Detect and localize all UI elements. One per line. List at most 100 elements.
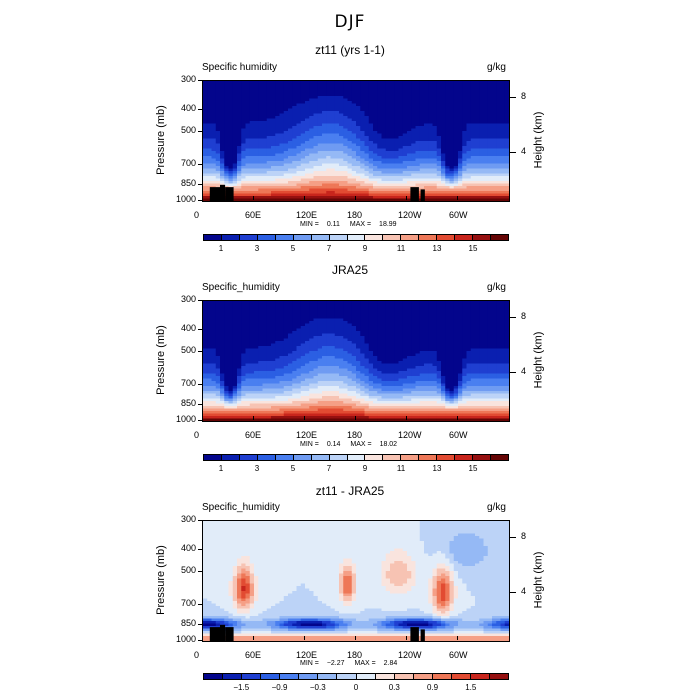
heatmap-cell [351, 88, 357, 92]
heatmap-cell [326, 83, 332, 87]
heatmap-cell [504, 188, 509, 192]
heatmap-cell [360, 188, 366, 192]
heatmap-cell [453, 351, 459, 355]
heatmap-cell [407, 351, 412, 355]
heatmap-cell [470, 108, 476, 112]
heatmap-cell [300, 93, 306, 97]
heatmap-cell [449, 168, 455, 172]
heatmap-cell [432, 316, 438, 320]
heatmap-cell [271, 328, 276, 332]
heatmap-cell [487, 186, 493, 190]
heatmap-cell [428, 191, 434, 195]
heatmap-cell [347, 161, 353, 165]
heatmap-cell [424, 331, 429, 335]
heatmap-cell [445, 143, 451, 147]
heatmap-cell [364, 166, 370, 170]
heatmap-cell [364, 106, 370, 110]
heatmap-cell [351, 111, 357, 115]
heatmap-cell [224, 136, 230, 140]
heatmap-cell [339, 143, 344, 147]
heatmap-cell [381, 311, 387, 315]
heatmap-cell [322, 311, 327, 315]
heatmap-cell [220, 181, 225, 185]
heatmap-cell [203, 183, 208, 187]
heatmap-cell [381, 136, 387, 140]
heatmap-cell [402, 191, 408, 195]
heatmap-cell [343, 183, 349, 187]
heatmap-cell [317, 96, 323, 100]
heatmap-cell [207, 323, 213, 327]
heatmap-cell [428, 148, 434, 152]
heatmap-cell [428, 321, 434, 325]
heatmap-cell [504, 106, 509, 110]
heatmap-cell [390, 196, 395, 200]
heatmap-cell [207, 301, 213, 305]
heatmap-cell [377, 131, 383, 135]
heatmap-cell [343, 178, 349, 182]
heatmap-cell [385, 171, 391, 175]
heatmap-cell [424, 341, 429, 345]
heatmap-cell [275, 141, 281, 145]
heatmap-cell [228, 326, 234, 330]
heatmap-cell [317, 131, 323, 135]
heatmap-cell [424, 113, 429, 117]
heatmap-cell [300, 176, 306, 180]
heatmap-cell [458, 341, 463, 345]
heatmap-cell [483, 111, 489, 115]
heatmap-cell [470, 96, 476, 100]
heatmap-cell [487, 163, 493, 167]
heatmap-cell [241, 333, 247, 337]
heatmap-cell [334, 178, 340, 182]
heatmap-cell [343, 96, 349, 100]
heatmap-cell [254, 303, 259, 307]
heatmap-cell [492, 318, 497, 322]
heatmap-cell [373, 316, 378, 320]
heatmap-cell [322, 158, 327, 162]
heatmap-cell [449, 153, 455, 157]
heatmap-cell [368, 81, 374, 85]
heatmap-cell [441, 146, 446, 150]
heatmap-cell [368, 171, 374, 175]
heatmap-cell [483, 103, 489, 107]
heatmap-cell [453, 88, 459, 92]
heatmap-cell [475, 108, 480, 112]
heatmap-cell [271, 186, 276, 190]
heatmap-cell [266, 161, 272, 165]
heatmap-cell [313, 348, 319, 352]
heatmap-cell [466, 111, 472, 115]
heatmap-cell [232, 333, 238, 337]
heatmap-cell [356, 193, 361, 197]
heatmap-cell [487, 143, 493, 147]
heatmap-cell [330, 126, 336, 130]
heatmap-cell [492, 86, 497, 90]
heatmap-cell [407, 131, 412, 135]
heatmap-cell [317, 133, 323, 137]
colorbar [203, 234, 509, 241]
heatmap-cell [407, 181, 412, 185]
heatmap-cell [330, 173, 336, 177]
heatmap-cell [258, 173, 264, 177]
heatmap-cell [258, 331, 264, 335]
heatmap-cell [479, 181, 485, 185]
heatmap-cell [500, 153, 506, 157]
heatmap-cell [381, 81, 387, 85]
heatmap-cell [292, 181, 298, 185]
heatmap-cell [249, 111, 255, 115]
heatmap-cell [203, 191, 208, 195]
heatmap-cell [462, 313, 468, 317]
heatmap-cell [228, 103, 234, 107]
heatmap-cell [462, 81, 468, 85]
heatmap-cell [394, 118, 400, 122]
heatmap-cell [479, 193, 485, 197]
heatmap-cell [262, 338, 268, 342]
heatmap-cell [309, 146, 315, 150]
heatmap-cell [394, 326, 400, 330]
heatmap-cell [283, 138, 289, 142]
heatmap-cell [381, 301, 387, 305]
heatmap-cell [339, 131, 344, 135]
heatmap-cell [305, 183, 310, 187]
heatmap-cell [487, 188, 493, 192]
heatmap-cell [220, 133, 225, 137]
heatmap-cell [407, 191, 412, 195]
heatmap-cell [241, 308, 247, 312]
